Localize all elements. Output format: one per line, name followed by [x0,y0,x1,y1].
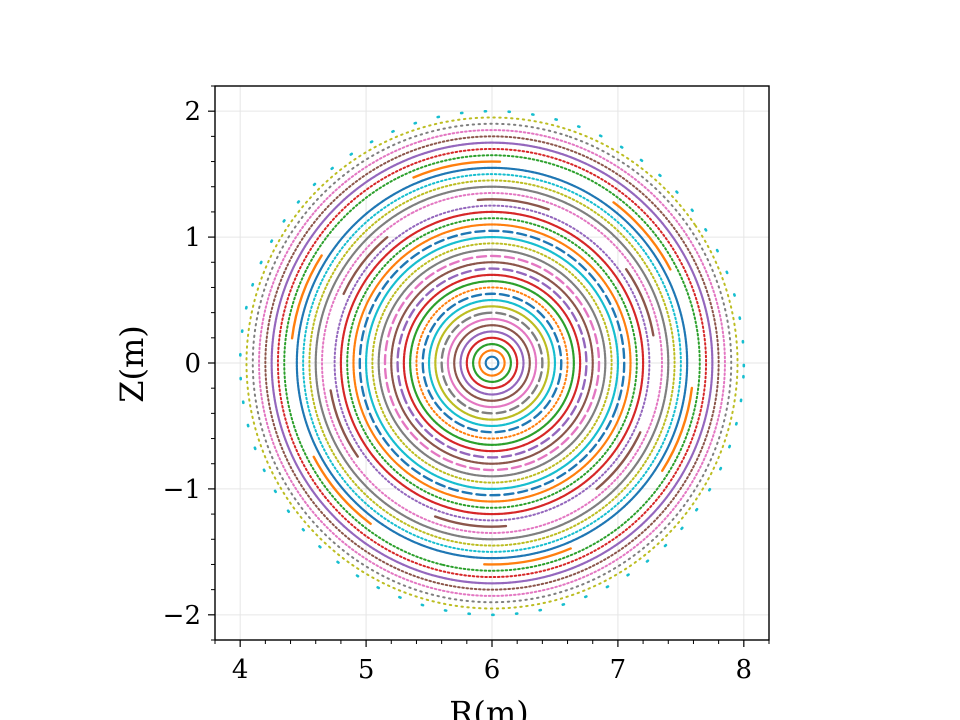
x-tick-label: 5 [358,655,375,685]
y-tick-label: 2 [184,97,201,127]
x-tick-label: 8 [736,655,753,685]
surfaces [238,109,746,617]
flux-surface [465,336,519,390]
flux-surface [383,254,601,472]
y-tick-label: 1 [184,223,201,253]
flux-surface [264,135,720,591]
x-tick-label: 6 [484,655,501,685]
flux-surface [346,217,638,509]
flux-surface [415,286,569,440]
flux-surface [352,223,632,503]
x-axis-ticks: 4 5 6 7 8 [214,640,770,685]
flux-surface [402,273,582,453]
flux-surface [371,242,613,484]
flux-surface [409,280,575,446]
flux-surface [484,355,500,371]
flux-surface [478,349,506,377]
flux-surface [459,330,525,396]
x-axis-label: R(m) [449,694,528,720]
flux-surface [308,179,676,547]
flux-surface [327,198,657,528]
flux-surface [245,116,739,610]
y-axis-ticks: −2 −1 0 1 2 [163,85,215,641]
flux-surface [377,248,607,478]
flux-surface [302,173,682,553]
flux-surface [258,129,726,597]
y-tick-label: −1 [163,475,201,505]
flux-surface [446,317,538,409]
flux-surface [364,235,620,491]
flux-surface [295,166,689,560]
flux-surface [427,298,557,428]
x-tick-label: 4 [232,655,249,685]
flux-surface [276,147,708,579]
flux-surface [251,122,733,604]
flux-surface [472,343,512,383]
flux-surface [321,192,663,534]
flux-surface [238,109,746,617]
y-axis-label: Z(m) [113,325,151,403]
flux-surface [453,324,531,402]
flux-surface [396,267,588,459]
flux-surface [314,185,670,541]
flux-surface [333,204,651,522]
flux-surface [390,261,594,465]
flux-surface [358,229,626,497]
y-tick-label: −2 [163,601,201,631]
flux-surface [421,292,563,434]
flux-surface [339,210,645,516]
x-tick-label: 7 [610,655,627,685]
flux-surface [440,311,544,415]
flux-surface [283,154,701,572]
flux-surface [434,305,550,421]
flux-surface [270,141,714,585]
flux-surface [289,160,695,566]
y-tick-label: 0 [184,349,201,379]
